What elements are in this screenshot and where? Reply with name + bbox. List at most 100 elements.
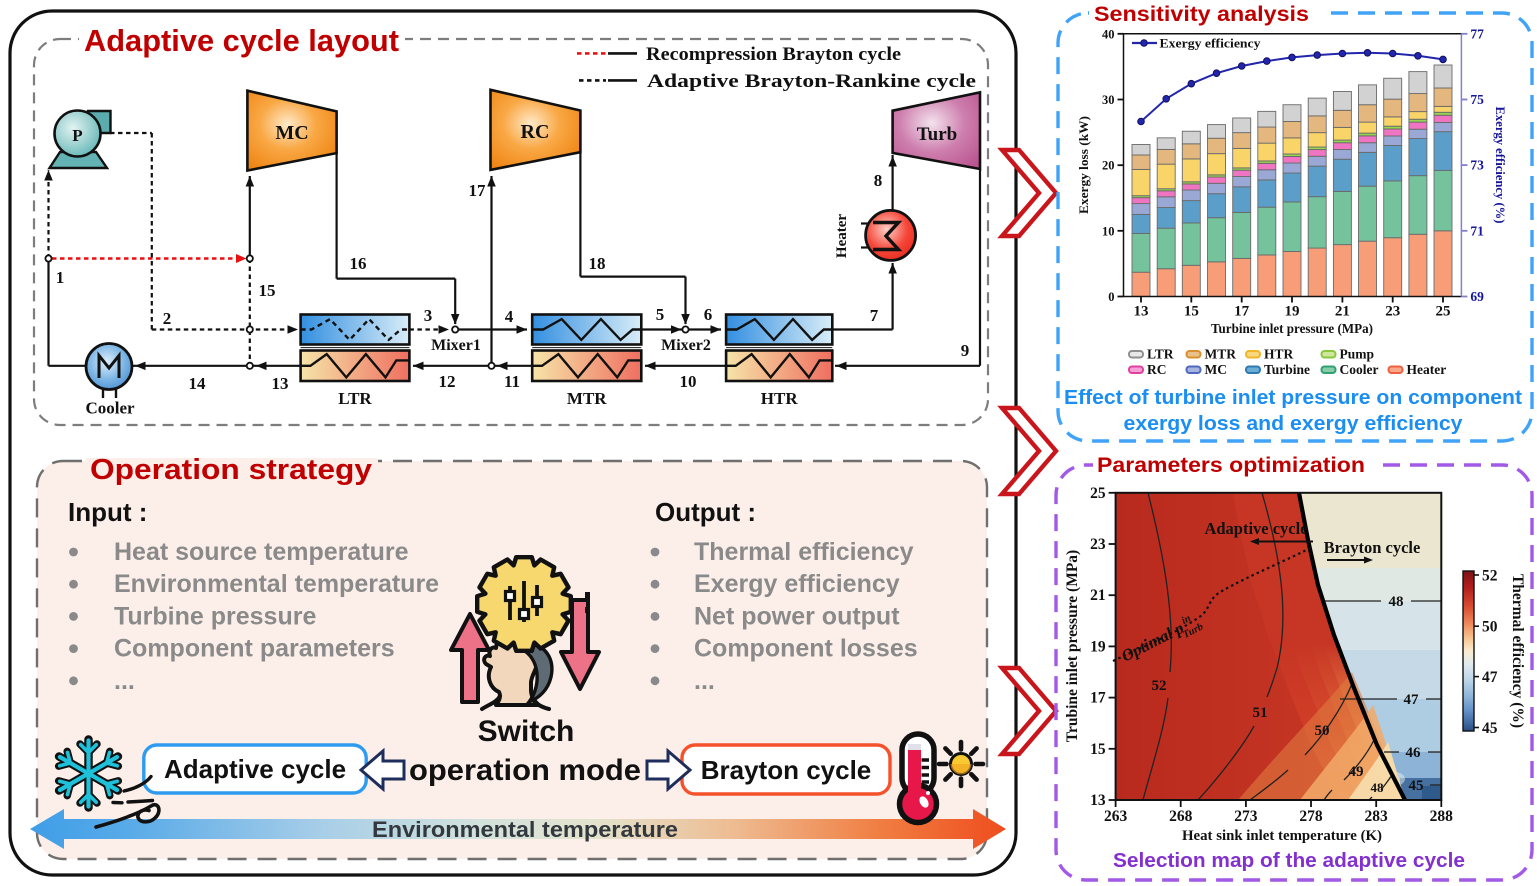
svg-text:Heat source temperature: Heat source temperature [114, 538, 409, 566]
svg-text:52: 52 [1482, 568, 1498, 585]
svg-text:Brayton cycle: Brayton cycle [701, 755, 872, 785]
svg-text:23: 23 [1385, 304, 1400, 320]
svg-text:Component losses: Component losses [694, 635, 918, 663]
svg-text:45: 45 [1409, 778, 1424, 794]
svg-text:73: 73 [1470, 158, 1484, 173]
svg-text:21: 21 [1090, 587, 1106, 604]
svg-text:Exergy efficiency: Exergy efficiency [694, 570, 900, 598]
svg-text:48: 48 [1389, 594, 1404, 610]
svg-text:1: 1 [56, 268, 65, 287]
svg-text:30: 30 [1102, 93, 1115, 107]
svg-text:3: 3 [424, 306, 433, 325]
svg-text:50: 50 [1315, 723, 1330, 739]
svg-text:15: 15 [1184, 304, 1199, 320]
svg-text:Parameters optimization: Parameters optimization [1097, 454, 1365, 477]
svg-text:HTR: HTR [1264, 347, 1294, 362]
svg-text:10: 10 [1102, 224, 1115, 238]
svg-text:6: 6 [704, 305, 713, 324]
svg-text:17: 17 [1234, 304, 1250, 320]
svg-text:Switch: Switch [478, 715, 575, 748]
svg-text:263: 263 [1104, 808, 1128, 825]
svg-text:...: ... [694, 667, 715, 695]
svg-text:17: 17 [1090, 690, 1106, 707]
svg-text:Operation strategy: Operation strategy [90, 454, 372, 486]
svg-text:13: 13 [272, 374, 289, 393]
svg-text:Mixer1: Mixer1 [431, 337, 481, 354]
svg-text:Heater: Heater [1407, 362, 1447, 377]
svg-text:10: 10 [680, 372, 697, 391]
svg-text:21: 21 [1335, 304, 1350, 320]
svg-text:Turb: Turb [917, 124, 958, 145]
svg-text:50: 50 [1482, 619, 1498, 636]
svg-text:8: 8 [874, 171, 883, 190]
svg-text:Turbine pressure: Turbine pressure [114, 602, 316, 630]
svg-text:77: 77 [1470, 26, 1484, 41]
svg-text:13: 13 [1090, 792, 1106, 809]
svg-text:9: 9 [961, 341, 970, 360]
svg-text:15: 15 [259, 281, 276, 300]
svg-text:69: 69 [1470, 289, 1484, 304]
svg-text:LTR: LTR [338, 389, 372, 408]
svg-text:Cooler: Cooler [1340, 362, 1379, 377]
svg-text:Thermal efficiency: Thermal efficiency [694, 538, 914, 566]
svg-text:Adaptive cycle layout: Adaptive cycle layout [84, 23, 399, 58]
svg-text:2: 2 [163, 309, 172, 328]
svg-text:16: 16 [350, 254, 367, 273]
svg-text:47: 47 [1482, 669, 1498, 686]
svg-text:52: 52 [1152, 678, 1167, 694]
svg-text:40: 40 [1102, 27, 1115, 41]
svg-text:Component parameters: Component parameters [114, 635, 395, 663]
svg-text:Turbine: Turbine [1264, 362, 1310, 377]
svg-text:Environmental temperature: Environmental temperature [114, 570, 439, 598]
svg-text:Adaptive cycle: Adaptive cycle [164, 754, 346, 784]
svg-text:Exergy efficiency (%): Exergy efficiency (%) [1493, 107, 1507, 224]
svg-text:4: 4 [505, 307, 514, 326]
svg-text:HTR: HTR [761, 389, 799, 408]
svg-text:Adaptive Brayton-Rankine cycle: Adaptive Brayton-Rankine cycle [647, 71, 976, 92]
svg-text:Brayton cycle: Brayton cycle [1324, 538, 1421, 557]
svg-text:LTR: LTR [1147, 347, 1174, 362]
svg-text:273: 273 [1234, 808, 1258, 825]
svg-text:5: 5 [656, 305, 665, 324]
svg-text:48: 48 [1371, 780, 1385, 795]
svg-text:Output :: Output : [655, 497, 756, 527]
svg-text:7: 7 [870, 306, 879, 325]
svg-text:Recompression Brayton cycle: Recompression Brayton cycle [646, 44, 901, 65]
svg-text:13: 13 [1134, 304, 1149, 320]
svg-text:Heater: Heater [834, 214, 850, 258]
svg-text:17: 17 [469, 181, 487, 200]
svg-text:Heat sink inlet temperature (K: Heat sink inlet temperature (K) [1182, 828, 1382, 844]
svg-text:49: 49 [1349, 764, 1364, 780]
svg-text:Mixer2: Mixer2 [661, 337, 711, 354]
svg-text:Environmental temperature: Environmental temperature [372, 817, 678, 842]
svg-text:MC: MC [275, 122, 308, 144]
svg-text:Selection map of the adaptive: Selection map of the adaptive cycle [1113, 850, 1465, 872]
svg-text:268: 268 [1169, 808, 1193, 825]
svg-text:MC: MC [1205, 362, 1228, 377]
svg-text:Adaptive cycle: Adaptive cycle [1204, 519, 1307, 538]
svg-text:operation mode: operation mode [409, 754, 641, 787]
svg-text:19: 19 [1090, 638, 1106, 655]
svg-text:23: 23 [1090, 536, 1106, 553]
svg-text:19: 19 [1285, 304, 1300, 320]
svg-text:46: 46 [1406, 745, 1422, 761]
svg-text:45: 45 [1482, 720, 1498, 737]
svg-text:14: 14 [189, 374, 207, 393]
svg-text:Sensitivity analysis: Sensitivity analysis [1094, 3, 1309, 26]
svg-text:11: 11 [504, 372, 520, 391]
svg-text:20: 20 [1102, 159, 1115, 173]
svg-text:75: 75 [1470, 92, 1484, 107]
svg-text:51: 51 [1253, 705, 1268, 721]
svg-text:Thermal efficiency (%): Thermal efficiency (%) [1509, 574, 1526, 728]
svg-text:P: P [72, 126, 82, 145]
svg-text:283: 283 [1365, 808, 1389, 825]
svg-text:MTR: MTR [1205, 347, 1237, 362]
svg-text:exergy loss and exergy efficie: exergy loss and exergy efficiency [1124, 413, 1464, 435]
svg-text:47: 47 [1404, 692, 1420, 708]
svg-text:Exergy efficiency: Exergy efficiency [1160, 36, 1262, 51]
svg-text:Effect of turbine inlet pressu: Effect of turbine inlet pressure on comp… [1064, 387, 1522, 409]
svg-text:71: 71 [1470, 223, 1484, 238]
svg-text:...: ... [114, 667, 135, 695]
svg-text:Trubine inlet pressure (MPa): Trubine inlet pressure (MPa) [1064, 550, 1081, 742]
svg-text:Exergy loss (kW): Exergy loss (kW) [1076, 116, 1091, 214]
